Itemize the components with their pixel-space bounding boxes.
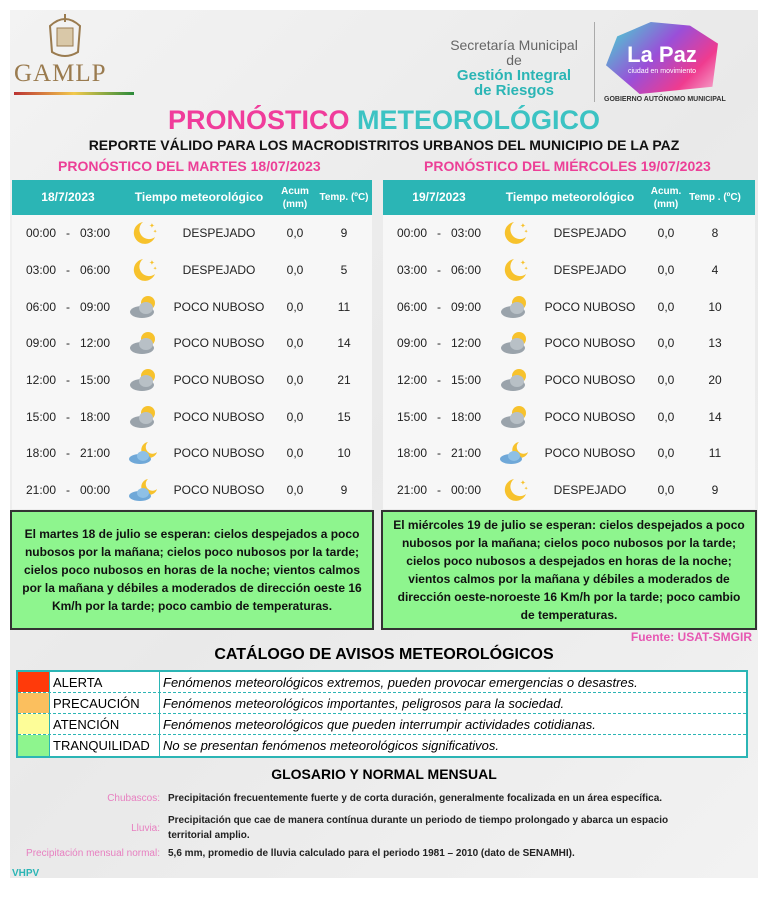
svg-text:✦: ✦ bbox=[524, 229, 528, 235]
svg-text:✦: ✦ bbox=[520, 222, 526, 230]
cloud-sun-icon bbox=[495, 366, 535, 394]
secretaria-logo: Secretaría Municipal de Gestión Integral… bbox=[450, 37, 578, 99]
table-header: 18/7/2023 Tiempo meteorológico Acum (mm)… bbox=[12, 180, 372, 215]
cloud-moon-icon bbox=[495, 439, 535, 467]
svg-text:✦: ✦ bbox=[520, 259, 526, 267]
svg-text:✦: ✦ bbox=[149, 222, 155, 230]
table-row: 09:00 - 12:00 POCO NUBOSO 0,0 13 bbox=[383, 325, 755, 362]
cloud-sun-icon bbox=[124, 366, 164, 394]
day-summary: El martes 18 de julio se esperan: cielos… bbox=[10, 510, 374, 630]
glossary-item: Precipitación mensual normal: 5,6 mm, pro… bbox=[26, 848, 575, 859]
table-row: 09:00 - 12:00 POCO NUBOSO 0,0 14 bbox=[12, 325, 372, 362]
cloud-sun-icon bbox=[124, 403, 164, 431]
forecast-table: 19/7/2023 Tiempo meteorológico Acum. (mm… bbox=[383, 180, 755, 509]
catalog-row: ALERTA Fenómenos meteorológicos extremos,… bbox=[18, 672, 746, 693]
svg-text:✦: ✦ bbox=[153, 266, 157, 272]
svg-text:✦: ✦ bbox=[149, 259, 155, 267]
warning-catalog-table: ALERTA Fenómenos meteorológicos extremos,… bbox=[16, 670, 748, 758]
table-header: 19/7/2023 Tiempo meteorológico Acum. (mm… bbox=[383, 180, 755, 215]
day-title: PRONÓSTICO DEL MARTES 18/07/2023 bbox=[58, 158, 321, 174]
table-row: 15:00 - 18:00 POCO NUBOSO 0,0 15 bbox=[12, 398, 372, 435]
source-label: Fuente: USAT-SMGIR bbox=[630, 630, 752, 644]
svg-text:✦: ✦ bbox=[524, 266, 528, 272]
table-row: 03:00 - 06:00 ✦ ✦ DESPEJADO 0,0 5 bbox=[12, 252, 372, 289]
table-row: 18:00 - 21:00 POCO NUBOSO 0,0 10 bbox=[12, 435, 372, 472]
cloud-sun-icon bbox=[124, 293, 164, 321]
moon-icon: ✦ ✦ bbox=[495, 219, 535, 247]
glossary-title: GLOSARIO Y NORMAL MENSUAL bbox=[271, 766, 497, 782]
forecast-table: 18/7/2023 Tiempo meteorológico Acum (mm)… bbox=[12, 180, 372, 509]
table-row: 03:00 - 06:00 ✦ ✦ DESPEJADO 0,0 4 bbox=[383, 252, 755, 289]
moon-icon: ✦ ✦ bbox=[495, 256, 535, 284]
gamlp-logo: GAMLP bbox=[14, 60, 107, 87]
divider bbox=[594, 22, 595, 102]
cloud-sun-icon bbox=[495, 329, 535, 357]
glossary-item: Lluvia: Precipitación que cae de manera c… bbox=[131, 815, 669, 841]
table-row: 15:00 - 18:00 POCO NUBOSO 0,0 14 bbox=[383, 398, 755, 435]
glossary-item: Chubascos: Precipitación frecuentemente f… bbox=[107, 793, 663, 804]
table-row: 12:00 - 15:00 POCO NUBOSO 0,0 21 bbox=[12, 362, 372, 399]
cloud-moon-icon bbox=[124, 439, 164, 467]
color-swatch bbox=[18, 693, 50, 713]
table-row: 12:00 - 15:00 POCO NUBOSO 0,0 20 bbox=[383, 362, 755, 399]
page-title: PRONÓSTICO METEOROLÓGICO bbox=[167, 105, 601, 135]
moon-icon: ✦ ✦ bbox=[124, 219, 164, 247]
flag-stripe bbox=[14, 92, 134, 95]
table-row: 21:00 - 00:00 ✦ ✦ DESPEJADO 0,0 9 bbox=[383, 472, 755, 509]
subtitle: REPORTE VÁLIDO PARA LOS MACRODISTRITOS U… bbox=[88, 137, 680, 153]
day-summary: El miércoles 19 de julio se esperan: cie… bbox=[381, 510, 757, 630]
color-swatch bbox=[18, 735, 50, 756]
table-row: 18:00 - 21:00 POCO NUBOSO 0,0 11 bbox=[383, 435, 755, 472]
moon-icon: ✦ ✦ bbox=[495, 476, 535, 504]
glossary-list: Chubascos: Precipitación frecuentemente f… bbox=[10, 790, 710, 868]
table-row: 21:00 - 00:00 POCO NUBOSO 0,0 9 bbox=[12, 472, 372, 509]
color-swatch bbox=[18, 672, 50, 692]
color-swatch bbox=[18, 714, 50, 734]
cloud-sun-icon bbox=[124, 329, 164, 357]
table-row: 06:00 - 09:00 POCO NUBOSO 0,0 10 bbox=[383, 288, 755, 325]
svg-text:✦: ✦ bbox=[153, 229, 157, 235]
day-title: PRONÓSTICO DEL MIÉRCOLES 19/07/2023 bbox=[424, 158, 711, 174]
moon-icon: ✦ ✦ bbox=[124, 256, 164, 284]
cloud-sun-icon bbox=[495, 293, 535, 321]
cloud-moon-icon bbox=[124, 476, 164, 504]
table-row: 00:00 - 03:00 ✦ ✦ DESPEJADO 0,0 8 bbox=[383, 215, 755, 252]
table-row: 00:00 - 03:00 ✦ ✦ DESPEJADO 0,0 9 bbox=[12, 215, 372, 252]
catalog-row: TRANQUILIDAD No se presentan fenómenos me… bbox=[18, 735, 746, 756]
gobierno-label: GOBIERNO AUTÓNOMO MUNICIPAL bbox=[604, 96, 726, 103]
catalog-title: CATÁLOGO DE AVISOS METEOROLÓGICOS bbox=[214, 646, 554, 663]
table-row: 06:00 - 09:00 POCO NUBOSO 0,0 11 bbox=[12, 288, 372, 325]
cloud-sun-icon bbox=[495, 403, 535, 431]
svg-text:✦: ✦ bbox=[520, 479, 526, 487]
author-initials: VHPV bbox=[12, 868, 40, 879]
catalog-row: PRECAUCIÓN Fenómenos meteorológicos impor… bbox=[18, 693, 746, 714]
svg-text:✦: ✦ bbox=[524, 486, 528, 492]
catalog-row: ATENCIÓN Fenómenos meteorológicos que pue… bbox=[18, 714, 746, 735]
coat-of-arms-logo bbox=[48, 14, 82, 57]
